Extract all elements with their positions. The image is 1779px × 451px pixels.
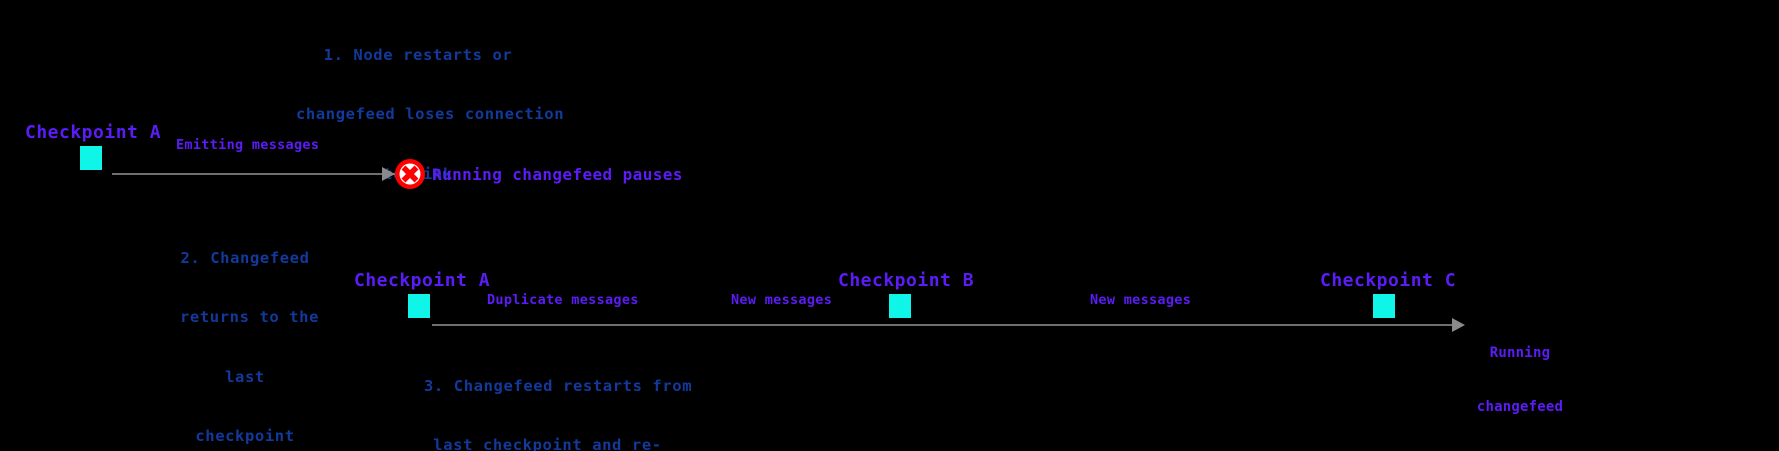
top-segment-label-emitting-messages: Emitting messages	[176, 137, 320, 153]
bottom-checkpoint-b-marker	[889, 294, 911, 318]
bottom-checkpoint-a-marker	[408, 294, 430, 318]
bottom-timeline-end-label-line-2: changefeed	[1476, 398, 1564, 415]
note-step-1-line-1: 1. Node restarts or	[323, 45, 513, 64]
note-step-3-line-2: last checkpoint and re-	[433, 436, 662, 451]
bottom-checkpoint-b-label: Checkpoint B	[838, 270, 975, 291]
note-step-1-line-2: changefeed loses connection	[296, 105, 565, 124]
bottom-checkpoint-c-label: Checkpoint C	[1320, 270, 1457, 291]
top-checkpoint-a-label: Checkpoint A	[25, 122, 162, 143]
top-checkpoint-a-marker	[80, 146, 102, 170]
bottom-timeline-end-label: Running changefeed resumes	[1468, 309, 1572, 451]
bottom-timeline-arrow-head	[1452, 318, 1465, 332]
bottom-timeline-end-label-line-1: Running	[1489, 344, 1551, 361]
note-step-2-line-2: returns to the	[180, 308, 320, 327]
bottom-segment-label-duplicate-messages: Duplicate messages	[487, 292, 639, 308]
top-timeline-arrow-line	[112, 173, 395, 175]
error-circle-x-icon	[394, 158, 426, 190]
bottom-checkpoint-a-label: Checkpoint A	[354, 270, 491, 291]
note-step-2: 2. Changefeed returns to the last checkp…	[180, 209, 320, 451]
note-step-2-line-3: last	[225, 367, 265, 386]
bottom-segment-label-new-messages-2: New messages	[1090, 292, 1192, 308]
note-step-2-line-4: checkpoint	[195, 427, 295, 446]
note-step-2-line-1: 2. Changefeed	[180, 248, 310, 267]
bottom-checkpoint-c-marker	[1373, 294, 1395, 318]
bottom-segment-label-new-messages-1: New messages	[731, 292, 833, 308]
note-step-3-line-1: 3. Changefeed restarts from	[424, 376, 693, 395]
top-timeline-arrow-head	[382, 167, 395, 181]
note-step-3: 3. Changefeed restarts from last checkpo…	[424, 337, 693, 451]
note-step-1: 1. Node restarts or changefeed loses con…	[296, 6, 565, 224]
top-timeline-end-label: Running changefeed pauses	[432, 165, 683, 184]
bottom-timeline-arrow-line	[432, 324, 1461, 326]
